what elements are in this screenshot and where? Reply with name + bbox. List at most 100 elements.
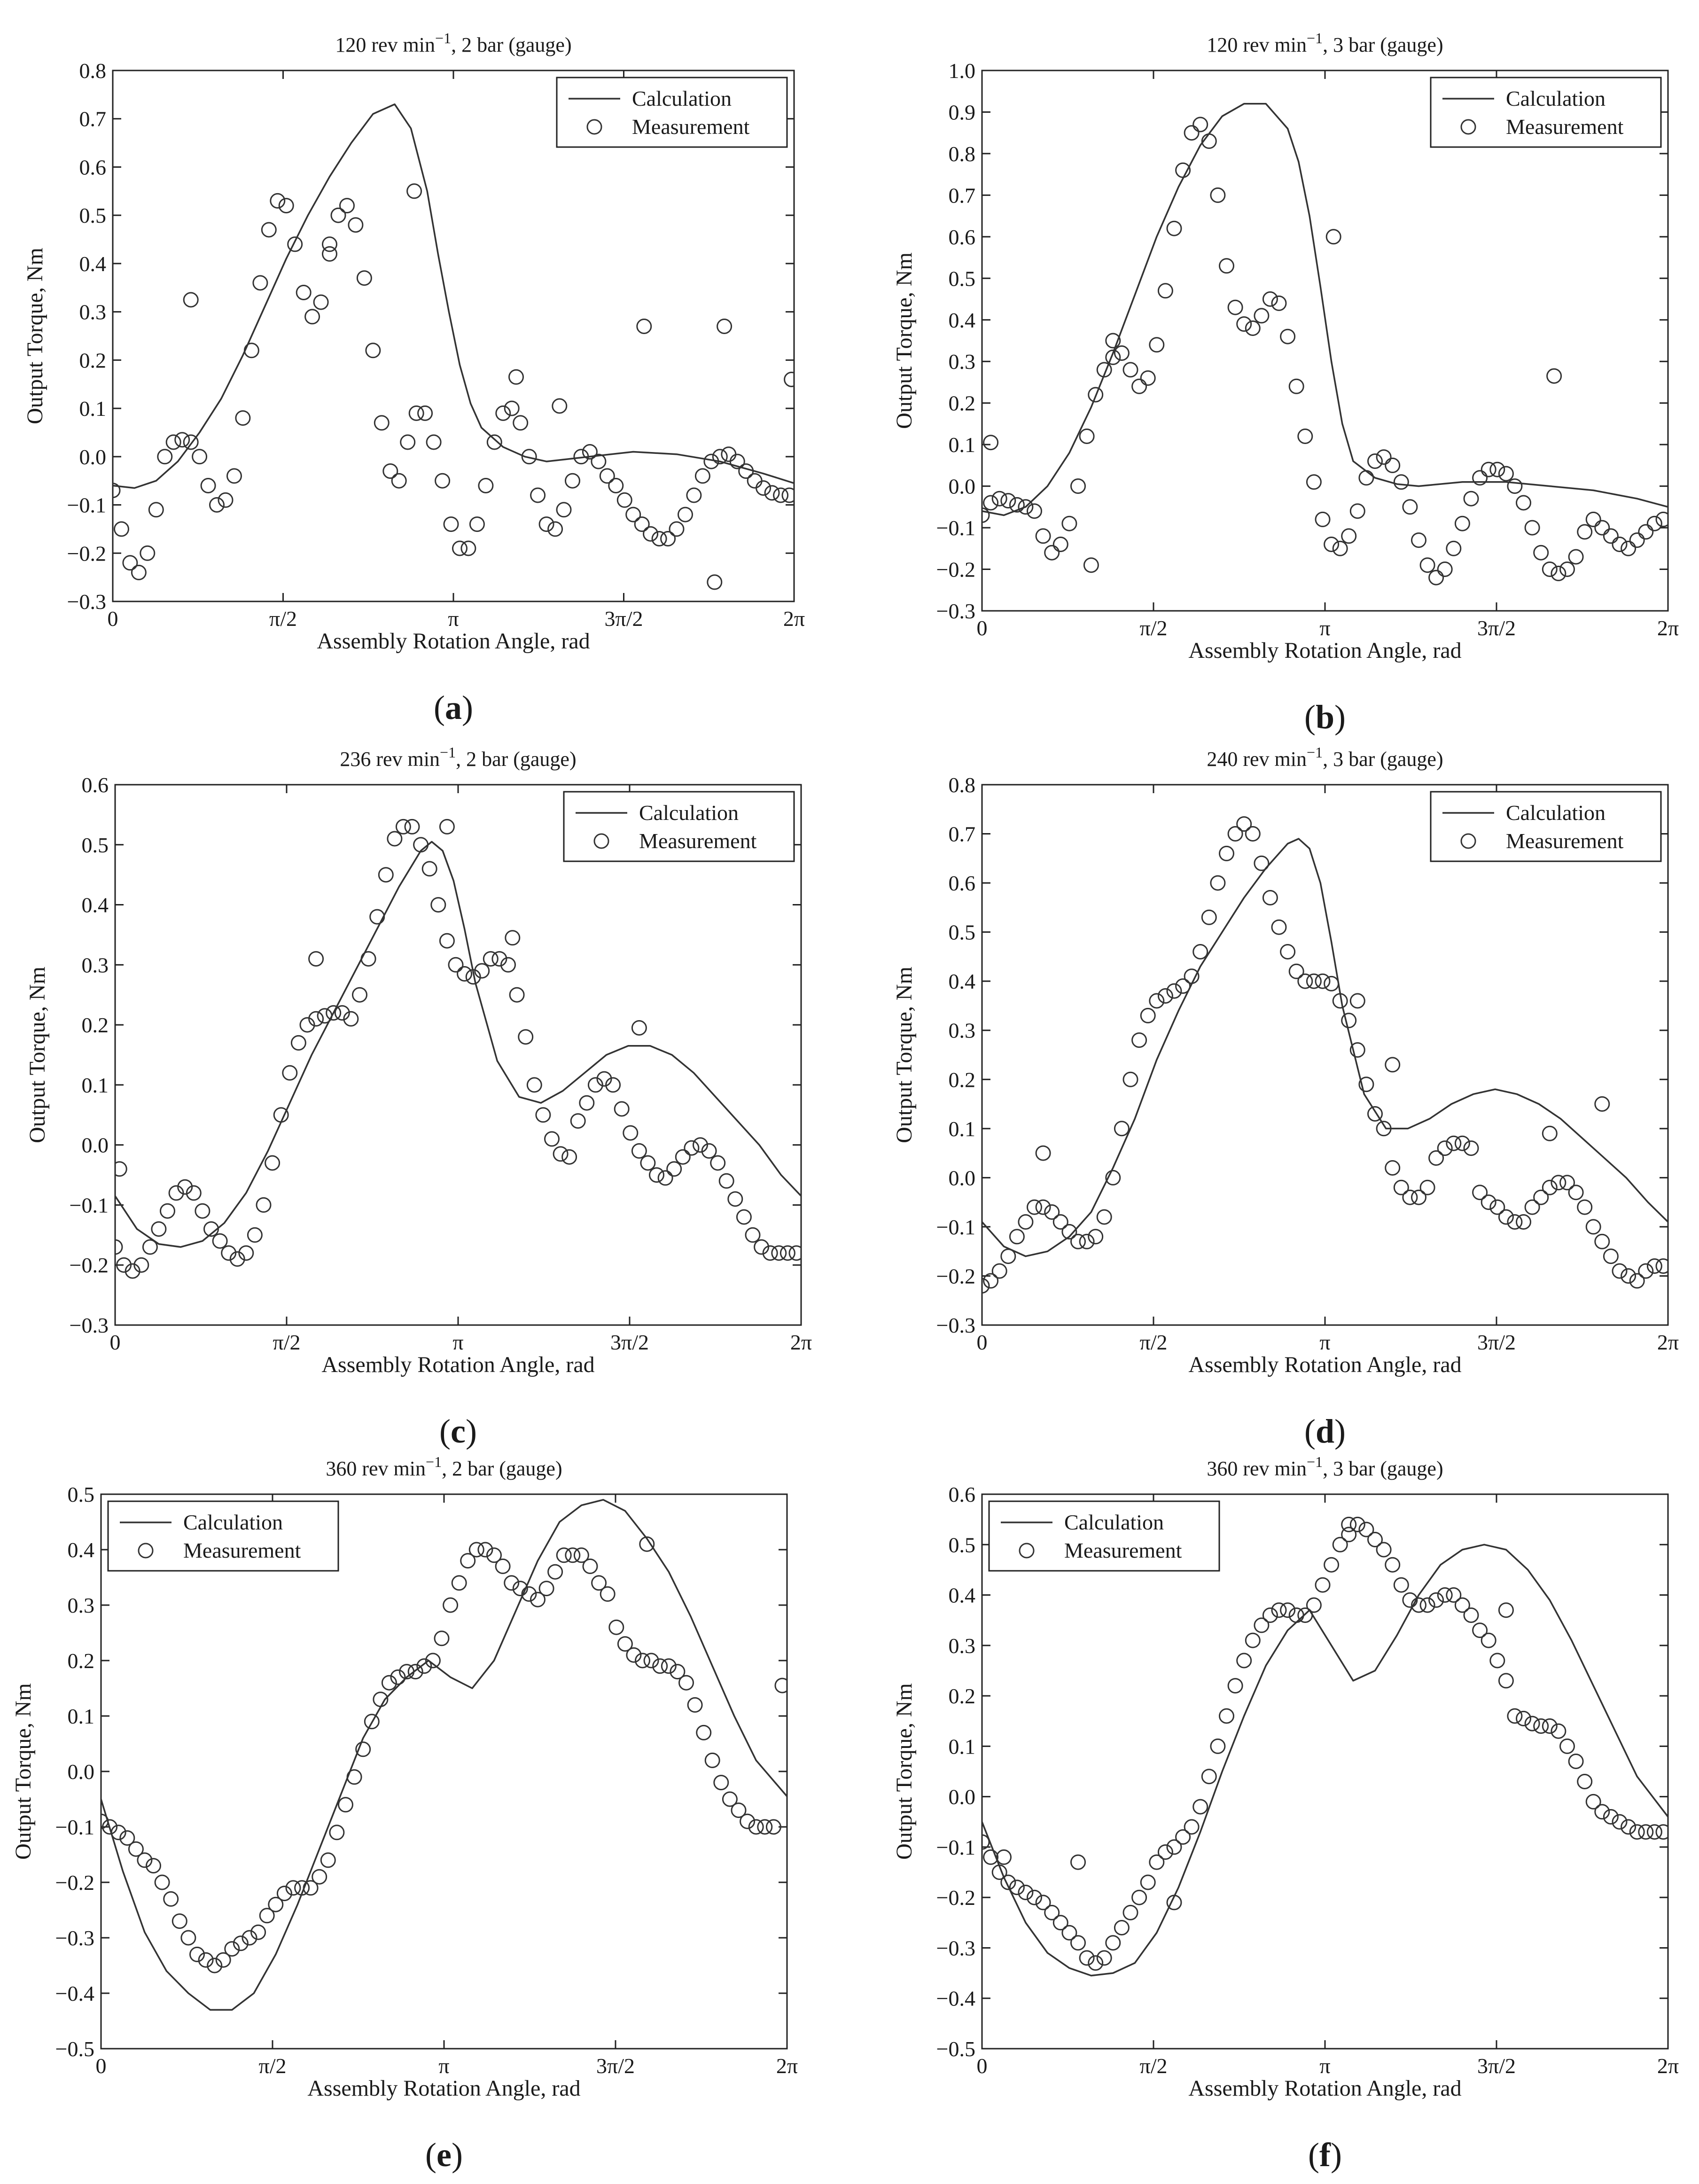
measurement-point (1009, 497, 1025, 513)
y-tick-label: 0.5 (949, 266, 976, 290)
measurement-point (116, 1257, 132, 1273)
measurement-point (694, 468, 710, 484)
measurement-point (1000, 493, 1016, 509)
measurement-point (1367, 453, 1383, 469)
x-axis-label: Assembly Rotation Angle, rad (1188, 2076, 1461, 2101)
chart-panel-b: 0 π/2 π 3π/2 2π −0.3 −0.2 −0.1 0.0 0.1 0.2 0.3 0.4 0.… (892, 30, 1679, 736)
measurement-point (133, 1257, 149, 1273)
measurement-point (242, 1930, 257, 1946)
measurement-point (1088, 1229, 1104, 1245)
measurement-point (1629, 1824, 1645, 1840)
measurement-point (1315, 973, 1331, 989)
measurement-point (198, 1952, 214, 1968)
measurement-point (1280, 328, 1296, 344)
measurement-point (1533, 545, 1549, 561)
measurement-point (556, 502, 572, 518)
measurement-point (722, 1791, 738, 1807)
legend-label-calculation: Calculation (632, 86, 732, 110)
chart-title-suffix: , 3 bar (gauge) (1323, 748, 1443, 771)
legend: Calculation Measurement (563, 791, 795, 862)
measurement-point (1594, 1096, 1610, 1112)
measurement-point (1140, 370, 1156, 386)
measurement-point (1184, 1819, 1200, 1835)
measurement-point (660, 531, 676, 546)
measurement-point (276, 1886, 292, 1902)
measurement-point (1105, 333, 1121, 349)
measurement-point (1507, 478, 1523, 494)
measurement-point (1027, 503, 1042, 519)
y-axis-label: Output Torque, Nm (892, 1683, 917, 1860)
measurement-point (1052, 1915, 1068, 1931)
measurement-point (1245, 1632, 1261, 1648)
measurement-point (1096, 362, 1112, 378)
measurement-point (1393, 1577, 1409, 1593)
y-tick-label: 0.6 (949, 225, 976, 249)
measurement-point (1027, 1889, 1042, 1905)
measurement-point (1454, 1135, 1470, 1151)
measurement-point (1489, 1199, 1505, 1215)
measurement-point (1585, 1219, 1601, 1235)
y-tick-label: 0.3 (68, 1593, 95, 1617)
measurement-point (1568, 1185, 1584, 1201)
measurement-point (600, 1586, 616, 1602)
y-axis-label: Output Torque, Nm (892, 252, 917, 429)
measurement-point (1393, 474, 1409, 490)
measurement-point (1114, 1920, 1130, 1935)
measurement-point (1157, 283, 1173, 299)
legend-box (1430, 791, 1662, 862)
measurement-point (1122, 362, 1138, 378)
measurement-point (313, 294, 329, 310)
measurement-point (1079, 1950, 1095, 1966)
legend-box (556, 77, 788, 148)
panel-label-letter: b (1316, 698, 1334, 736)
measurement-point (616, 492, 632, 508)
y-tick-label: −0.1 (55, 1815, 94, 1839)
measurement-point (631, 1143, 647, 1159)
measurement-point (1385, 1557, 1401, 1573)
measurement-point (1481, 1632, 1496, 1648)
measurement-point (1201, 133, 1217, 149)
measurement-point (1061, 515, 1077, 531)
measurement-point (146, 1858, 161, 1874)
x-axis-label: Assembly Rotation Angle, rad (1188, 638, 1461, 663)
measurement-point (439, 933, 455, 949)
measurement-point (382, 463, 398, 479)
measurement-point (1524, 1716, 1540, 1732)
x-tick-label: 3π/2 (610, 1330, 649, 1354)
series-line-calculation (101, 1499, 787, 2011)
measurement-point (675, 1149, 691, 1165)
measurement-point (238, 1245, 254, 1261)
measurement-point (1612, 1814, 1628, 1830)
measurement-point (192, 449, 208, 465)
measurement-point (1105, 349, 1121, 365)
measurement-point (339, 198, 355, 214)
measurement-point (1612, 537, 1628, 552)
measurement-point (1000, 1248, 1016, 1264)
panel-label-letter: f (1319, 2136, 1331, 2174)
measurement-point (513, 415, 529, 431)
measurement-point (1324, 537, 1340, 552)
y-tick-label: −0.2 (936, 1886, 975, 1910)
y-tick-label: 0.5 (949, 1533, 976, 1557)
measurement-point (982, 1834, 990, 1850)
panel-label: (e) (425, 2136, 463, 2174)
y-tick-label: −0.1 (936, 516, 975, 540)
plot-data (115, 819, 801, 1279)
measurement-point (1079, 429, 1095, 444)
chart-title: 120 rev min−1, 2 bar (gauge) (335, 30, 571, 56)
measurement-point (443, 516, 459, 532)
measurement-point (1655, 1824, 1668, 1840)
x-tick-label: 0 (977, 1330, 988, 1354)
y-tick-label: 0.7 (79, 107, 107, 131)
y-tick-label: 0.2 (82, 1013, 109, 1037)
measurement-point (373, 1692, 389, 1708)
measurement-point (1149, 337, 1165, 353)
measurement-point (1428, 1592, 1444, 1608)
measurement-point (721, 446, 737, 462)
measurement-point (991, 1263, 1007, 1279)
legend: Calculation Measurement (1430, 77, 1662, 148)
measurement-point (1498, 1209, 1514, 1225)
measurement-point (1533, 1189, 1549, 1205)
measurement-point (122, 555, 138, 571)
measurement-point (421, 861, 437, 877)
